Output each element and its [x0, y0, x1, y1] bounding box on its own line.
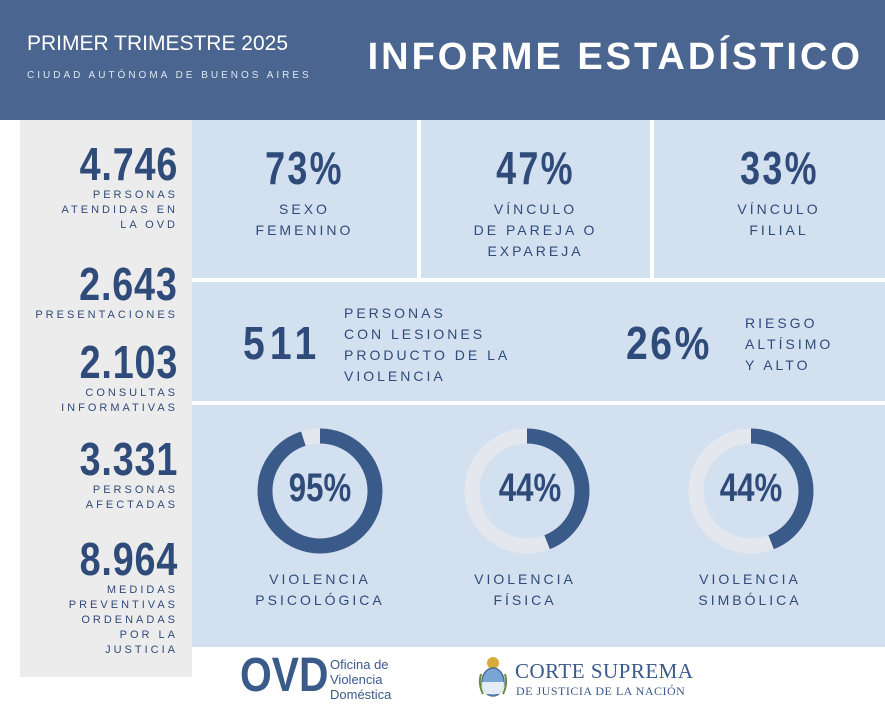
- pct-vinculo-filial: 33%: [740, 142, 819, 194]
- ring-value-psicologica: 95%: [288, 466, 352, 510]
- left-stats-column: 4.746 PERSONAS ATENDIDAS EN LA OVD 2.643…: [20, 120, 192, 677]
- stat-value: 4.746: [79, 138, 178, 190]
- top-panel-2: [421, 120, 650, 278]
- ring-label-psicologica: VIOLENCIA PSICOLÓGICA: [255, 571, 385, 608]
- stat-value: 8.964: [79, 533, 178, 585]
- stat-label: CONSULTAS INFORMATIVAS: [61, 387, 178, 414]
- stat-value: 2.103: [79, 336, 178, 388]
- ring-label-fisica: VIOLENCIA FÍSICA: [474, 571, 576, 608]
- report-title: INFORME ESTADÍSTICO: [367, 36, 863, 78]
- stat-label: PERSONAS AFECTADAS: [85, 484, 178, 511]
- stat-label: MEDIDAS PREVENTIVAS ORDENADAS POR LA JUS…: [68, 584, 178, 656]
- stat-value: 3.331: [79, 433, 178, 485]
- top-panel-1: [192, 120, 417, 278]
- ring-value-fisica: 44%: [498, 466, 562, 510]
- stat-label: PRESENTACIONES: [35, 309, 178, 321]
- ring-arc-fisica: [464, 428, 590, 554]
- period-title: PRIMER TRIMESTRE 2025: [27, 32, 289, 55]
- ring-arc-simbolica: [688, 428, 814, 554]
- coat-of-arms-icon: [478, 657, 508, 697]
- middle-panel: [192, 282, 885, 401]
- stat-consultas: 2.103 CONSULTAS INFORMATIVAS: [58, 338, 178, 416]
- stat-presentaciones: 2.643 PRESENTACIONES: [35, 260, 178, 323]
- lesiones-value: 511: [243, 317, 322, 369]
- riesgo-label: RIESGO ALTÍSIMO Y ALTO: [745, 315, 834, 373]
- ring-arc-psicologica: [257, 428, 383, 554]
- ovd-logo-text: Oficina de Violencia Doméstica: [330, 657, 392, 702]
- label-vinculo-filial: VÍNCULO FILIAL: [737, 201, 821, 238]
- ring-label-simbolica: VIOLENCIA SIMBÓLICA: [698, 571, 802, 608]
- stat-value: 2.643: [79, 258, 178, 310]
- stat-personas-afectadas: 3.331 PERSONAS AFECTADAS: [58, 435, 178, 513]
- lesiones-label: PERSONAS CON LESIONES PRODUCTO DE LA VIO…: [344, 305, 511, 384]
- corte-suprema-subtitle: DE JUSTICIA DE LA NACIÓN: [516, 684, 686, 698]
- label-sexo-femenino: SEXO FEMENINO: [255, 201, 354, 238]
- pct-sexo-femenino: 73%: [265, 142, 344, 194]
- ring-value-simbolica: 44%: [719, 466, 783, 510]
- header-bar: PRIMER TRIMESTRE 2025 CIUDAD AUTÓNOMA DE…: [0, 0, 885, 120]
- pct-vinculo-pareja: 47%: [496, 142, 575, 194]
- stat-label: PERSONAS ATENDIDAS EN LA OVD: [61, 189, 178, 231]
- city-subtitle: CIUDAD AUTÓNOMA DE BUENOS AIRES: [27, 70, 312, 81]
- stat-medidas: 8.964 MEDIDAS PREVENTIVAS ORDENADAS POR …: [58, 535, 178, 658]
- ovd-logo: OVD: [240, 649, 329, 702]
- rings-chart: [257, 428, 814, 554]
- label-vinculo-pareja: VÍNCULO DE PAREJA O EXPAREJA: [473, 201, 598, 259]
- riesgo-value: 26%: [626, 317, 712, 369]
- corte-suprema-title: CORTE SUPREMA: [515, 659, 694, 683]
- top-panel-3: [654, 120, 885, 278]
- stat-personas-atendidas: 4.746 PERSONAS ATENDIDAS EN LA OVD: [58, 140, 178, 233]
